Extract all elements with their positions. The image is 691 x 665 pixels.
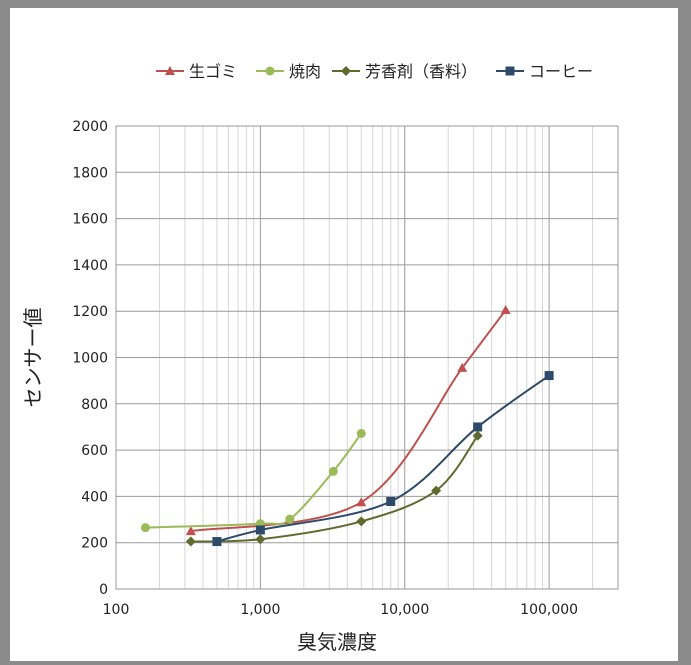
legend: 生ゴミ 焼肉 芳香剤（香料） コーヒー (156, 62, 593, 81)
legend-label: 焼肉 (289, 62, 321, 81)
chart: 0 200 400 600 800 1000 1200 1400 1600 1800 2000 10… (21, 62, 619, 654)
data-point (140, 523, 150, 533)
legend-label: 生ゴミ (189, 62, 237, 81)
x-tick-label: 1,000 (240, 602, 280, 618)
data-point (185, 526, 196, 536)
y-tick-label: 1800 (72, 165, 108, 181)
y-tick-label: 600 (81, 443, 108, 459)
series-4 (212, 371, 554, 547)
data-point (285, 514, 295, 524)
series-1 (185, 305, 511, 536)
y-tick-label: 1600 (72, 212, 108, 228)
x-axis-label: 臭気濃度 (297, 630, 377, 654)
legend-item: 生ゴミ (156, 62, 237, 81)
chart-page: 0 200 400 600 800 1000 1200 1400 1600 1800 2000 10… (10, 8, 678, 661)
y-tick-label: 800 (81, 397, 108, 413)
data-point (255, 525, 265, 535)
data-point (500, 305, 511, 315)
data-point (255, 534, 266, 545)
data-point (212, 537, 222, 547)
data-point (328, 466, 338, 476)
data-point (472, 430, 483, 441)
plot-area-frame (115, 125, 619, 590)
data-point (544, 371, 554, 381)
y-tick-label: 0 (99, 582, 108, 598)
y-axis-label: センサー値 (21, 308, 45, 408)
data-point (386, 496, 396, 506)
y-tick-label: 1400 (72, 258, 108, 274)
x-tick-label: 100,000 (520, 602, 578, 618)
y-tick-label: 1000 (72, 351, 108, 367)
y-tick-label: 1200 (72, 304, 108, 320)
series-layer (140, 305, 554, 547)
y-axis-ticks: 0 200 400 600 800 1000 1200 1400 1600 1800 2000 (72, 119, 108, 598)
legend-marker (341, 66, 351, 76)
y-tick-label: 200 (81, 536, 108, 552)
series-3 (185, 430, 483, 547)
data-point (431, 485, 442, 496)
legend-marker (265, 66, 275, 76)
y-tick-label: 2000 (72, 119, 108, 135)
legend-item: 芳香剤（香料） (332, 62, 477, 81)
legend-label: コーヒー (529, 62, 593, 81)
legend-marker (505, 66, 515, 76)
data-point (473, 422, 483, 432)
data-point (457, 362, 468, 372)
data-point (356, 428, 366, 438)
data-point (356, 497, 367, 507)
series-line (216, 374, 550, 543)
legend-item: コーヒー (496, 62, 593, 81)
y-tick-label: 400 (81, 489, 108, 505)
data-point (185, 536, 196, 547)
data-point (356, 516, 367, 527)
legend-marker (165, 66, 175, 75)
x-axis-ticks: 100 1,000 10,000 100,000 (103, 602, 578, 618)
legend-item: 焼肉 (256, 62, 321, 81)
legend-label: 芳香剤（香料） (365, 62, 477, 81)
x-tick-label: 100 (103, 602, 130, 618)
x-tick-label: 10,000 (380, 602, 429, 618)
